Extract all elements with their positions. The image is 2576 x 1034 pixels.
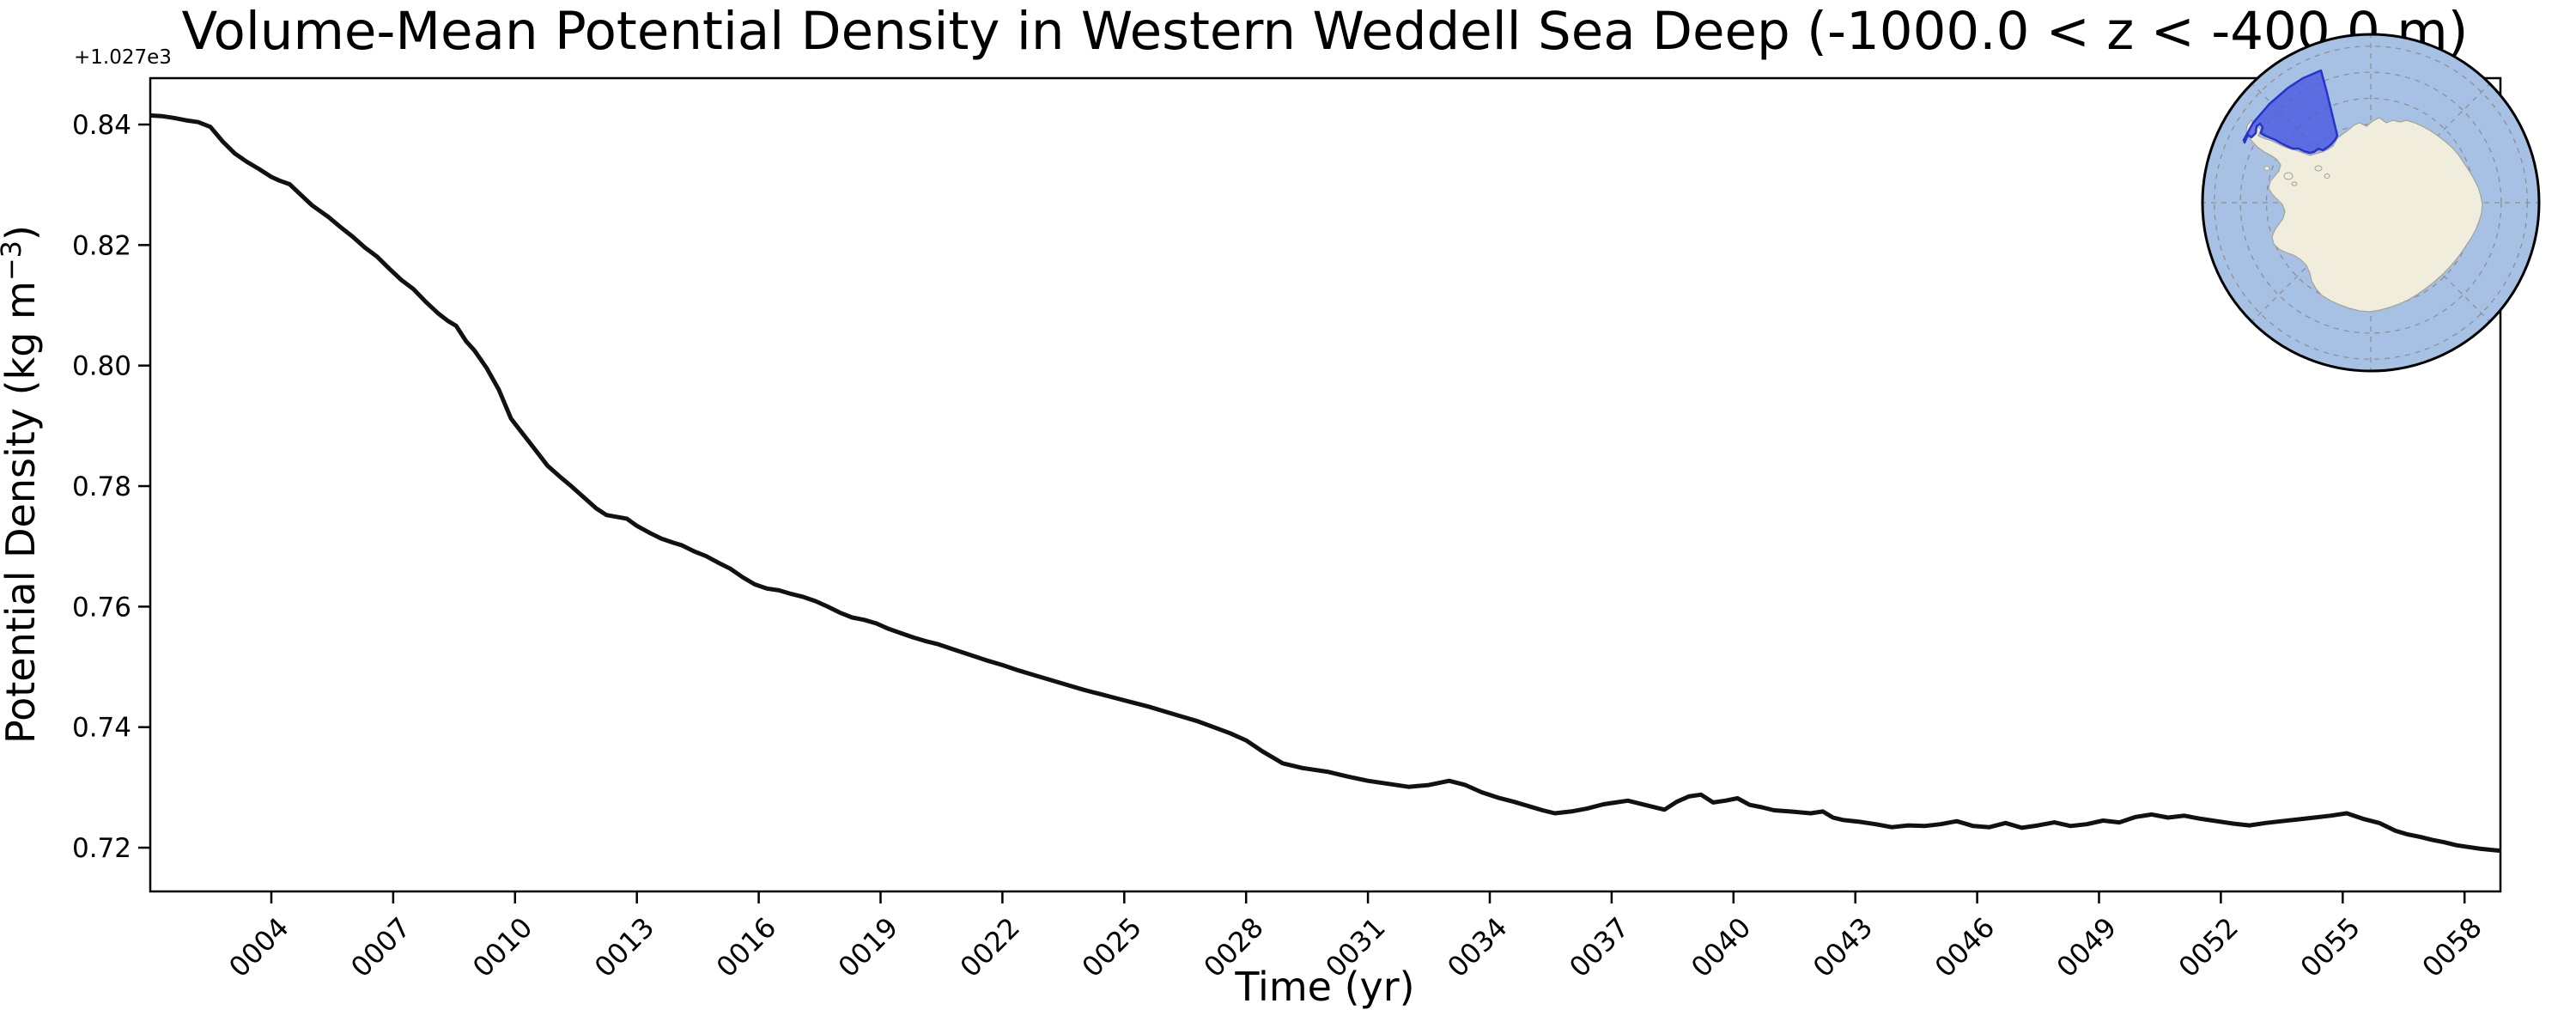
x-tick-label: 0025 bbox=[1076, 911, 1148, 983]
islet bbox=[2291, 181, 2298, 186]
x-tick-label: 0040 bbox=[1685, 911, 1757, 983]
graticule-circle bbox=[2239, 71, 2502, 334]
y-tick-label: 0.72 bbox=[72, 833, 131, 864]
y-tick-label: 0.80 bbox=[72, 351, 131, 382]
x-tick-label: 0019 bbox=[832, 911, 904, 983]
map-contents bbox=[2202, 34, 2539, 371]
y-tick-label: 0.82 bbox=[72, 230, 131, 261]
y-tick-label: 0.78 bbox=[72, 471, 131, 502]
y-tick-label: 0.74 bbox=[72, 713, 131, 744]
plot-frame bbox=[149, 76, 2502, 893]
islet bbox=[2283, 172, 2293, 180]
islet bbox=[2324, 173, 2330, 179]
y-axis-offset-label: +1.027e3 bbox=[74, 46, 172, 69]
islet bbox=[2263, 166, 2270, 171]
x-tick-label: 0013 bbox=[588, 911, 660, 983]
x-tick-label: 0022 bbox=[954, 911, 1026, 983]
x-tick-label: 0034 bbox=[1441, 911, 1513, 983]
x-tick-label: 0058 bbox=[2415, 911, 2488, 983]
x-tick-label: 0007 bbox=[344, 911, 416, 983]
x-tick-label: 0049 bbox=[2050, 911, 2123, 983]
x-tick-label: 0055 bbox=[2294, 911, 2366, 983]
x-tick-label: 0037 bbox=[1563, 911, 1635, 983]
x-tick-label: 0043 bbox=[1807, 911, 1879, 983]
x-tick-label: 0004 bbox=[222, 911, 295, 983]
antarctica-inset-map bbox=[2201, 33, 2541, 373]
map-rim bbox=[2201, 33, 2541, 373]
x-tick-label: 0016 bbox=[710, 911, 782, 983]
y-tick-label: 0.76 bbox=[72, 592, 131, 623]
y-tick-label: 0.84 bbox=[72, 110, 131, 141]
x-tick-label: 0052 bbox=[2172, 911, 2245, 983]
antarctica-landmass bbox=[2245, 117, 2483, 313]
density-timeseries-line bbox=[149, 113, 2501, 853]
x-axis-label: Time (yr) bbox=[1234, 964, 1414, 1010]
y-axis-label: Potential Density (kg m−3) bbox=[0, 225, 44, 744]
weddell-sea-region-highlight bbox=[2242, 69, 2339, 155]
islet bbox=[2314, 165, 2323, 172]
chart-title: Volume-Mean Potential Density in Western… bbox=[182, 1, 2469, 62]
x-tick-label: 0046 bbox=[1929, 911, 2001, 983]
x-tick-label: 0010 bbox=[466, 911, 538, 983]
axis-ticks: 0004 0007 0010 0013 0016 0019 0022 0025 0028 0031… bbox=[72, 110, 2488, 983]
